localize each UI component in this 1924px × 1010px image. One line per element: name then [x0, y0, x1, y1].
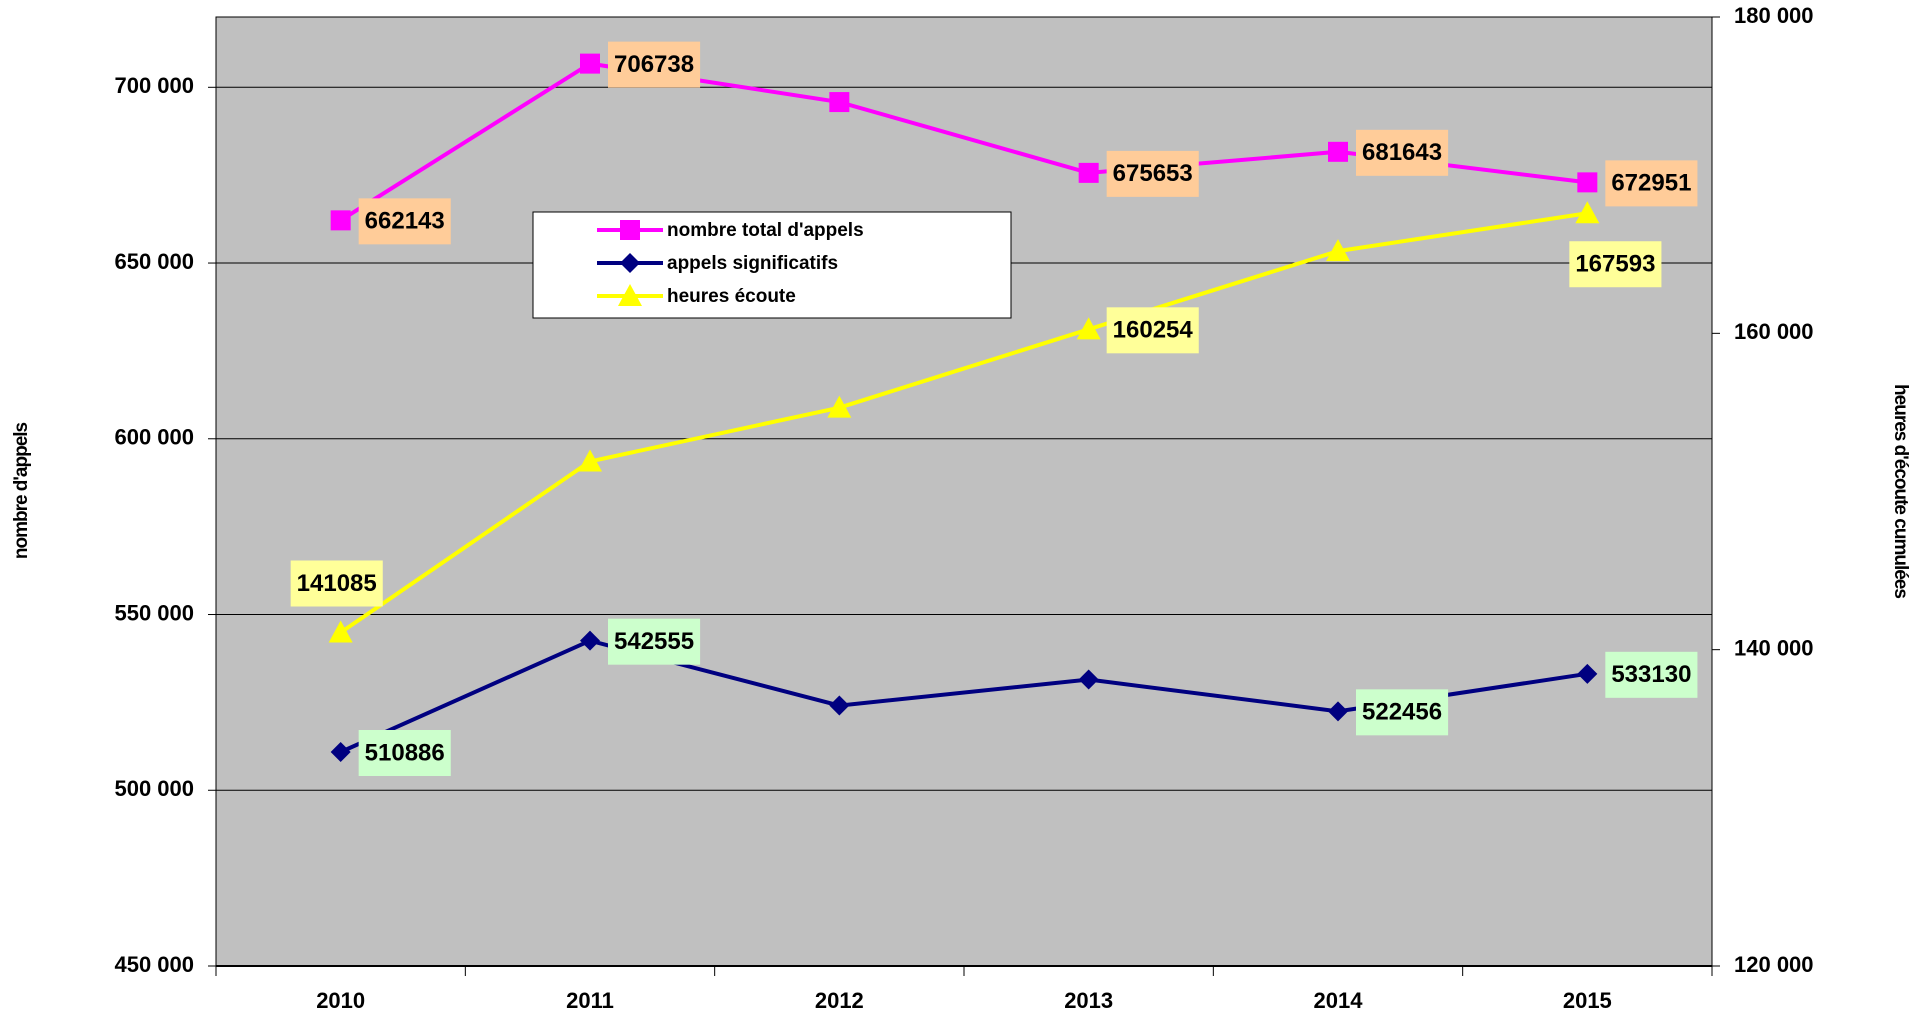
y-tick-label: 650 000 — [114, 249, 194, 274]
data-label-box — [1569, 241, 1662, 288]
marker — [580, 630, 600, 651]
data-label-box — [1106, 150, 1199, 197]
data-label: 542555 — [608, 618, 701, 665]
data-label-box — [290, 560, 383, 607]
marker — [1575, 201, 1600, 224]
series-line — [339, 211, 1588, 635]
x-tick-label: 2012 — [815, 988, 864, 1010]
data-label: 510886 — [358, 729, 451, 776]
marker — [328, 620, 353, 643]
marker — [1326, 239, 1350, 262]
x-tick-label: 2010 — [316, 988, 365, 1010]
marker — [1577, 172, 1598, 193]
data-label-text: 510886 — [365, 739, 445, 766]
data-label-box — [1605, 160, 1698, 207]
y-tick-label: 700 000 — [114, 73, 194, 98]
y-tick-label: 450 000 — [114, 952, 194, 977]
data-label-box — [1356, 129, 1449, 176]
data-label: 141085 — [290, 560, 383, 607]
marker — [620, 220, 640, 240]
data-label: 167593 — [1569, 241, 1662, 288]
y-axis-title: nombre d'appels — [11, 422, 32, 559]
data-label-box — [1605, 651, 1698, 698]
marker — [330, 741, 351, 762]
y2-tick-label: 120 000 — [1734, 952, 1814, 977]
data-label-text: 522456 — [1362, 699, 1442, 726]
data-label: 672951 — [1605, 160, 1698, 207]
data-label-box — [608, 41, 701, 88]
legend-label: appels significatifs — [667, 253, 838, 274]
data-label: 681643 — [1356, 129, 1449, 176]
y-tick-label: 500 000 — [114, 776, 194, 801]
data-label: 160254 — [1106, 307, 1199, 354]
plot-area — [215, 16, 1713, 967]
data-label-text: 167593 — [1575, 251, 1655, 278]
x-tick-label: 2011 — [566, 988, 614, 1010]
x-tick-label: 2013 — [1064, 988, 1113, 1010]
marker — [829, 695, 850, 716]
data-label-text: 662143 — [365, 208, 445, 235]
data-label-text: 542555 — [614, 628, 694, 655]
data-label-box — [1106, 307, 1199, 354]
marker — [1328, 141, 1348, 162]
marker — [620, 253, 640, 273]
y-tick-label: 600 000 — [114, 425, 194, 450]
marker — [1076, 317, 1101, 340]
data-label-text: 672951 — [1611, 170, 1691, 197]
marker — [330, 210, 351, 231]
data-label-box — [608, 618, 701, 665]
data-label-text: 681643 — [1362, 139, 1442, 166]
data-label-text: 533130 — [1611, 661, 1691, 688]
data-label-text: 141085 — [297, 570, 377, 597]
data-label-box — [358, 729, 451, 776]
y2-tick-label: 180 000 — [1734, 3, 1814, 28]
marker — [1328, 701, 1348, 722]
data-label-text: 160254 — [1113, 317, 1194, 344]
y2-tick-label: 160 000 — [1734, 319, 1814, 344]
legend-label: heures écoute — [667, 286, 796, 307]
data-label: 522456 — [1356, 689, 1449, 736]
marker — [1078, 162, 1099, 183]
legend-label: nombre total d'appels — [667, 220, 864, 241]
y-tick-label: 550 000 — [114, 600, 194, 625]
y2-tick-label: 140 000 — [1734, 635, 1814, 660]
marker — [1078, 669, 1099, 690]
marker — [827, 395, 852, 418]
x-tick-label: 2014 — [1314, 988, 1364, 1010]
marker — [829, 92, 850, 113]
data-label: 706738 — [608, 41, 701, 88]
data-label-text: 675653 — [1113, 160, 1193, 187]
x-tick-label: 2015 — [1563, 988, 1612, 1010]
marker — [580, 53, 600, 74]
data-label: 675653 — [1106, 150, 1199, 197]
data-label-box — [358, 198, 451, 245]
y2-axis-title: heures d'écoute cumulées — [1890, 384, 1911, 598]
marker — [578, 449, 602, 472]
marker — [1577, 663, 1598, 684]
data-label-text: 706738 — [614, 51, 694, 78]
data-label-box — [1356, 689, 1449, 736]
marker — [618, 284, 642, 306]
data-label: 662143 — [358, 198, 451, 245]
data-label: 533130 — [1605, 651, 1698, 698]
